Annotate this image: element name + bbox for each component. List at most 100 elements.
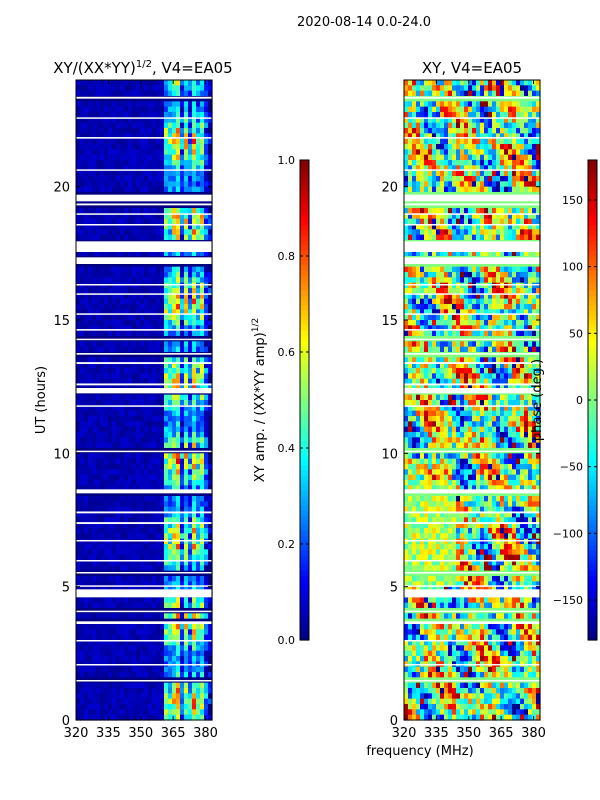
amplitude-cell xyxy=(208,533,213,540)
amplitude-cell xyxy=(84,154,89,161)
amplitude-cell xyxy=(128,650,133,657)
amplitude-cell xyxy=(104,709,109,716)
amplitude-cell xyxy=(92,453,97,460)
amplitude-cell xyxy=(104,512,109,518)
amplitude-cell xyxy=(96,101,101,108)
amplitude-cell xyxy=(140,416,145,422)
amplitude-cell xyxy=(132,490,137,497)
amplitude-cell xyxy=(164,570,169,577)
phase-cell xyxy=(468,165,473,172)
amplitude-cell xyxy=(160,698,165,705)
phase-cell xyxy=(440,133,445,140)
amplitude-cell xyxy=(192,714,197,721)
phase-cell xyxy=(464,160,469,166)
phase-cell xyxy=(456,128,461,134)
phase-cell xyxy=(532,133,537,140)
amplitude-cell xyxy=(188,480,193,486)
amplitude-cell xyxy=(152,202,157,209)
amplitude-cell xyxy=(80,405,85,412)
amplitude-cell xyxy=(108,490,113,497)
amplitude-cell xyxy=(120,96,125,102)
amplitude-cell xyxy=(104,352,109,358)
phase-cell xyxy=(484,133,489,140)
amplitude-cell xyxy=(84,709,89,716)
amplitude-cell xyxy=(88,181,93,188)
amplitude-cell xyxy=(140,405,145,412)
phase-cell xyxy=(412,133,417,140)
amplitude-colorbar-step xyxy=(300,395,309,401)
amplitude-cell xyxy=(96,682,101,689)
amplitude-cell xyxy=(100,549,105,556)
amplitude-cell xyxy=(200,90,205,97)
amplitude-cell xyxy=(160,282,165,289)
amplitude-cell xyxy=(100,304,105,310)
phase-cell xyxy=(516,96,521,102)
amplitude-cell xyxy=(208,698,213,705)
amplitude-cell xyxy=(80,80,85,86)
amplitude-cell xyxy=(204,416,209,422)
amplitude-cell xyxy=(96,405,101,412)
amplitude-cell xyxy=(208,640,213,646)
amplitude-cell xyxy=(120,629,125,636)
amplitude-cell xyxy=(172,544,177,550)
amplitude-cell xyxy=(140,549,145,556)
amplitude-cell xyxy=(188,293,193,300)
amplitude-cell xyxy=(164,560,169,566)
amplitude-cell xyxy=(136,602,141,609)
amplitude-cell xyxy=(128,133,133,140)
amplitude-cell xyxy=(76,666,81,673)
amplitude-cell xyxy=(108,80,113,86)
amplitude-cell xyxy=(172,229,177,236)
amplitude-colorbar-step xyxy=(300,230,309,236)
amplitude-cell xyxy=(176,85,181,92)
phase-cell xyxy=(448,165,453,172)
amplitude-cell xyxy=(108,640,113,646)
amplitude-cell xyxy=(176,432,181,438)
phase-cell xyxy=(492,128,497,134)
amplitude-cell xyxy=(108,272,113,278)
amplitude-cell xyxy=(184,384,189,390)
amplitude-cell xyxy=(164,96,169,102)
phase-cell xyxy=(468,186,473,193)
phase-cell xyxy=(504,149,509,156)
amplitude-cell xyxy=(136,80,141,86)
amplitude-cell xyxy=(136,272,141,278)
phase-cell xyxy=(416,181,421,188)
phase-cell xyxy=(496,176,501,182)
amplitude-cell xyxy=(172,277,177,284)
amplitude-cell xyxy=(144,138,149,145)
amplitude-cell xyxy=(140,688,145,694)
amplitude-cell xyxy=(168,672,173,678)
amplitude-cell xyxy=(132,394,137,401)
phase-cell xyxy=(444,149,449,156)
phase-cell xyxy=(516,149,521,156)
amplitude-cell xyxy=(180,634,185,641)
amplitude-cell xyxy=(188,512,193,518)
amplitude-cell xyxy=(196,549,201,556)
amplitude-cell xyxy=(192,320,197,326)
amplitude-cell xyxy=(160,693,165,700)
amplitude-cell xyxy=(156,144,161,150)
phase-cell xyxy=(508,138,513,145)
amplitude-cell xyxy=(84,266,89,273)
amplitude-cell xyxy=(164,416,169,422)
amplitude-colorbar-step xyxy=(300,385,309,391)
amplitude-cell xyxy=(128,421,133,428)
phase-cell xyxy=(468,154,473,161)
amplitude-cell xyxy=(204,261,209,268)
amplitude-cell xyxy=(176,704,181,710)
amplitude-cell xyxy=(88,645,93,652)
amplitude-cell xyxy=(156,517,161,524)
amplitude-cell xyxy=(144,346,149,353)
phase-cell xyxy=(508,85,513,92)
amplitude-cell xyxy=(136,613,141,620)
amplitude-cell xyxy=(136,544,141,550)
amplitude-cell xyxy=(196,85,201,92)
amplitude-cell xyxy=(108,170,113,177)
amplitude-cell xyxy=(116,250,121,257)
phase-cell xyxy=(484,101,489,108)
amplitude-cell xyxy=(148,474,153,481)
amplitude-cell xyxy=(188,602,193,609)
amplitude-cell xyxy=(148,229,153,236)
amplitude-cell xyxy=(200,224,205,230)
